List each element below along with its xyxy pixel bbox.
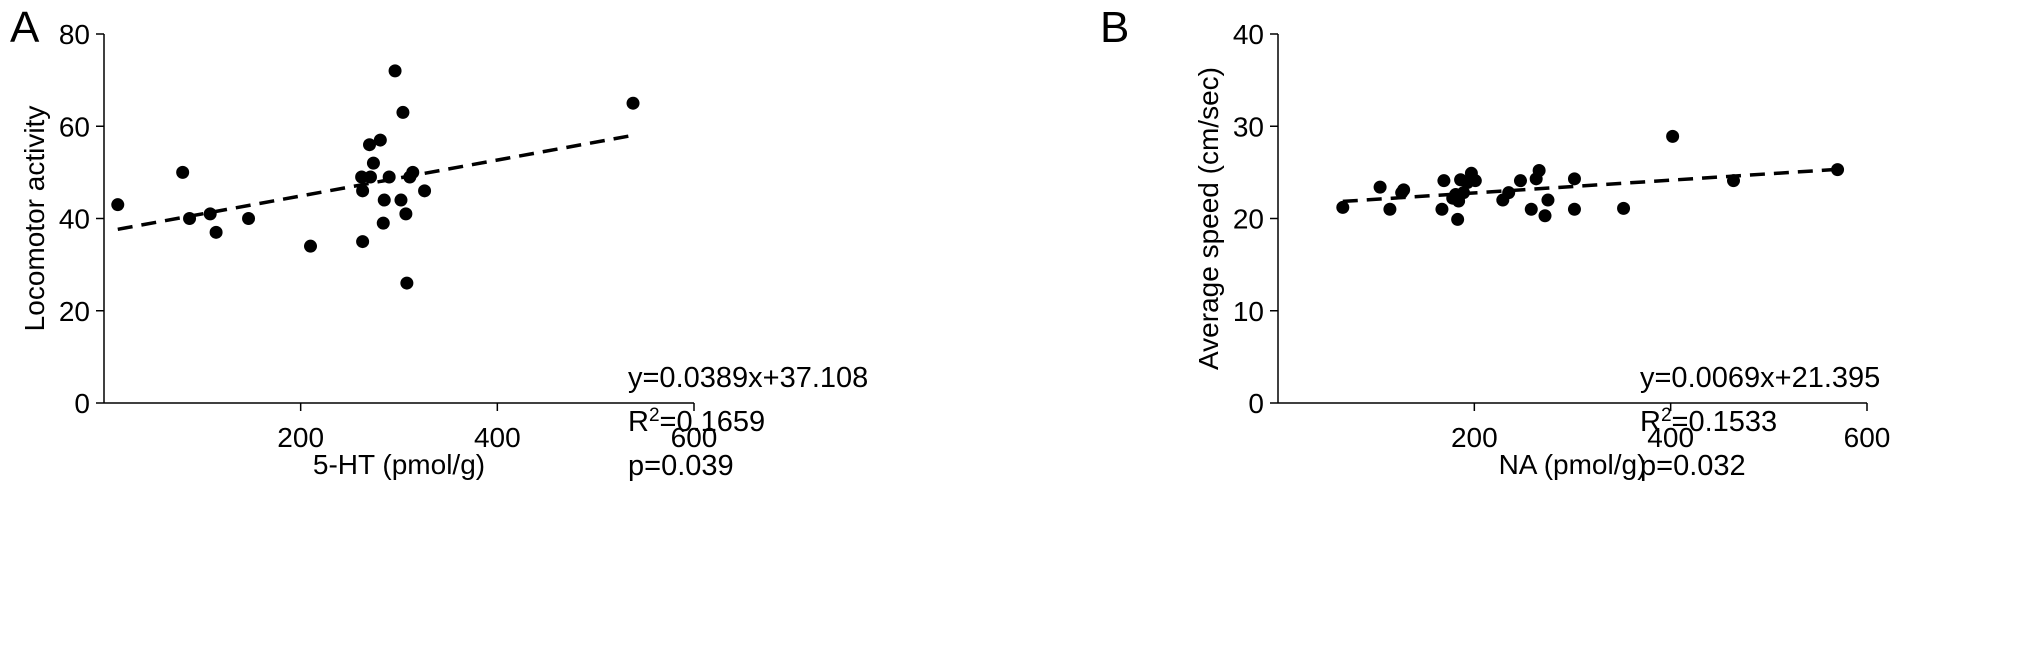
data-point-b-12 — [1457, 186, 1471, 200]
data-point-a-13 — [373, 133, 387, 147]
data-point-b-15 — [1468, 174, 1482, 188]
x-tick-label-b-0: 200 — [1451, 422, 1498, 453]
data-point-b-29 — [1831, 163, 1845, 177]
panel-label-b: B — [1100, 3, 1130, 52]
p-value-a: p=0.039 — [628, 450, 734, 482]
data-point-a-17 — [388, 64, 402, 78]
data-point-b-0 — [1336, 200, 1350, 214]
data-point-b-28 — [1726, 174, 1740, 188]
y-tick-label-b-1: 10 — [1233, 296, 1264, 327]
y-tick-label-a-2: 40 — [59, 204, 90, 235]
y-tick-label-a-0: 0 — [74, 388, 90, 419]
data-point-b-5 — [1435, 202, 1449, 216]
y-tick-label-b-4: 40 — [1233, 19, 1264, 50]
data-point-a-23 — [406, 165, 420, 179]
data-point-b-17 — [1502, 186, 1516, 200]
data-point-b-1 — [1373, 180, 1387, 194]
trendline-b — [1342, 167, 1838, 204]
x-tick-label-b-2: 600 — [1844, 422, 1891, 453]
data-point-b-4 — [1397, 183, 1411, 197]
y-tick-label-a-4: 80 — [59, 19, 90, 50]
data-point-a-15 — [377, 193, 391, 207]
data-point-b-26 — [1617, 201, 1631, 215]
y-tick-label-a-3: 60 — [59, 111, 90, 142]
data-point-a-16 — [382, 170, 396, 184]
data-point-a-9 — [356, 235, 370, 249]
scatter-plot-b: 0 10 20 30 40 200 400 600 NA (pmol/g) Average spe… — [1193, 19, 1891, 480]
x-axis-label-a: 5-HT (pmol/g) — [313, 449, 485, 480]
data-point-b-9 — [1451, 212, 1465, 226]
data-point-b-24 — [1567, 172, 1581, 186]
chart-panel-b: 0 10 20 30 40 200 400 600 NA (pmol/g) Average spe… — [1016, 0, 2032, 646]
data-point-a-12 — [366, 156, 380, 170]
data-point-b-25 — [1567, 202, 1581, 216]
y-tick-label-a-1: 20 — [59, 296, 90, 327]
data-point-a-3 — [203, 207, 217, 221]
r-squared-prefix-a: R — [628, 406, 649, 438]
data-point-b-6 — [1437, 174, 1451, 188]
data-point-a-20 — [399, 207, 413, 221]
data-point-a-8 — [356, 184, 370, 198]
trendline-a — [117, 133, 634, 232]
scatter-plot-a: 0 20 40 60 80 200 400 600 5-HT (pmol/g) Locomotor… — [19, 19, 718, 480]
data-point-b-21 — [1532, 164, 1546, 178]
data-point-a-25 — [626, 96, 640, 110]
p-value-b: p=0.032 — [1640, 450, 1746, 482]
x-tick-label-a-0: 200 — [277, 422, 324, 453]
chart-panel-a: 0 20 40 60 80 200 400 600 5-HT (pmol/g) Locomotor… — [10, 3, 869, 482]
x-tick-label-a-1: 400 — [474, 422, 521, 453]
r-squared-sup-b: 2 — [1660, 405, 1672, 426]
x-tick-label-a-2: 600 — [671, 422, 718, 453]
r-squared-sup-a: 2 — [648, 405, 660, 426]
y-tick-label-b-0: 0 — [1248, 388, 1264, 419]
data-point-a-19 — [396, 105, 410, 119]
y-axis-label-b: Average speed (cm/sec) — [1193, 67, 1224, 370]
data-point-a-4 — [209, 225, 223, 239]
r-squared-value-a: =0.1659 — [659, 406, 766, 438]
x-axis-label-b: NA (pmol/g) — [1499, 449, 1647, 480]
r-squared-value-b: =0.1533 — [1671, 406, 1778, 438]
data-point-a-1 — [176, 165, 190, 179]
data-point-b-23 — [1541, 193, 1555, 207]
data-point-a-11 — [363, 170, 377, 184]
data-point-a-21 — [400, 276, 414, 290]
data-point-b-27 — [1666, 129, 1680, 143]
data-point-a-14 — [376, 216, 390, 230]
y-axis-label-a: Locomotor activity — [19, 106, 50, 332]
data-point-a-18 — [394, 193, 408, 207]
panel-label-a: A — [10, 3, 40, 52]
r-squared-a: R2=0.1659 — [628, 405, 766, 438]
data-point-b-18 — [1513, 174, 1527, 188]
data-point-b-2 — [1383, 202, 1397, 216]
y-tick-label-b-2: 20 — [1233, 204, 1264, 235]
regression-equation-b: y=0.0069x+21.395 — [1640, 362, 1881, 394]
data-point-a-5 — [242, 212, 256, 225]
data-point-a-24 — [418, 184, 432, 198]
data-point-a-0 — [111, 198, 125, 212]
r-squared-b: R2=0.1533 — [1640, 405, 1778, 438]
data-point-b-22 — [1538, 209, 1552, 223]
x-tick-label-b-1: 400 — [1647, 422, 1694, 453]
data-point-b-19 — [1524, 202, 1538, 216]
data-point-a-2 — [183, 212, 197, 225]
data-point-a-10 — [363, 138, 376, 152]
data-point-a-6 — [304, 239, 317, 253]
regression-equation-a: y=0.0389x+37.108 — [628, 362, 869, 394]
y-tick-label-b-3: 30 — [1233, 111, 1264, 142]
r-squared-prefix-b: R — [1640, 406, 1661, 438]
